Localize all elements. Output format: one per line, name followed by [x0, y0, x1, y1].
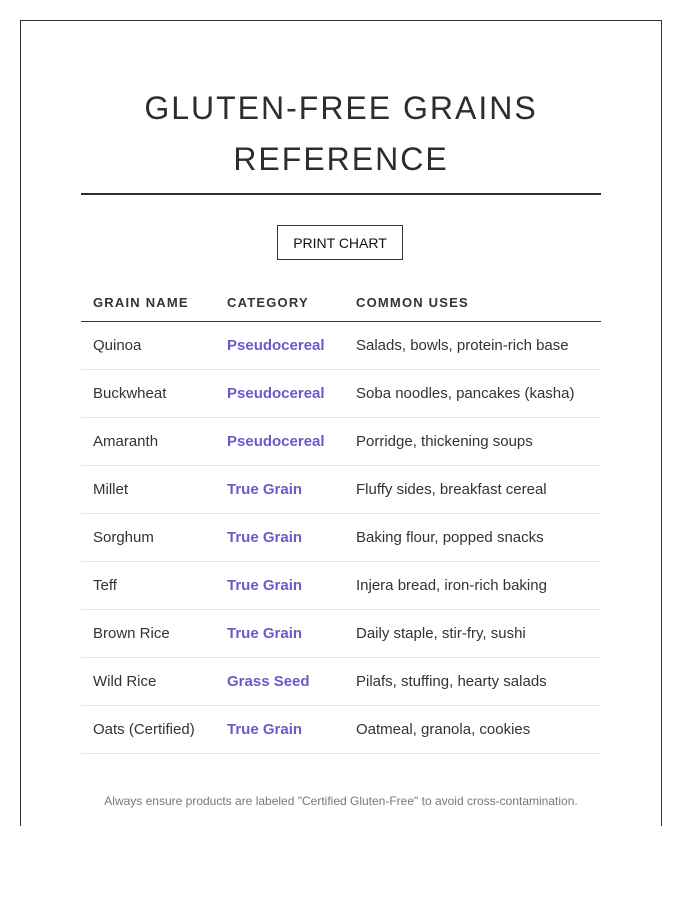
common-uses-cell: Fluffy sides, breakfast cereal [344, 465, 601, 514]
grain-name-cell: Quinoa [81, 321, 215, 370]
column-header-common-uses: COMMON USES [344, 283, 601, 322]
reference-card: GLUTEN-FREE GRAINS REFERENCE PRINT CHART… [20, 20, 662, 826]
category-cell: True Grain [215, 465, 344, 514]
print-chart-button[interactable]: PRINT CHART [277, 225, 403, 260]
grain-name-cell: Teff [81, 561, 215, 610]
grain-name-cell: Amaranth [81, 417, 215, 466]
table-header-row: GRAIN NAME CATEGORY COMMON USES [81, 283, 601, 322]
grain-name-cell: Brown Rice [81, 609, 215, 658]
category-cell: Pseudocereal [215, 369, 344, 418]
grain-name-cell: Buckwheat [81, 369, 215, 418]
table-row: Millet True Grain Fluffy sides, breakfast … [81, 465, 601, 514]
grain-name-cell: Sorghum [81, 513, 215, 562]
table-row: Wild Rice Grass Seed Pilafs, stuffing, hea… [81, 657, 601, 706]
table-row: Brown Rice True Grain Daily staple, stir-f… [81, 609, 601, 658]
category-cell: Pseudocereal [215, 321, 344, 370]
common-uses-cell: Soba noodles, pancakes (kasha) [344, 369, 601, 418]
category-cell: True Grain [215, 705, 344, 754]
grains-table: GRAIN NAME CATEGORY COMMON USES Quinoa Ps… [81, 283, 601, 754]
column-header-grain-name: GRAIN NAME [81, 283, 215, 322]
grain-name-cell: Oats (Certified) [81, 705, 215, 754]
category-cell: True Grain [215, 609, 344, 658]
table-row: Buckwheat Pseudocereal Soba noodles, panca… [81, 369, 601, 418]
common-uses-cell: Salads, bowls, protein-rich base [344, 321, 601, 370]
footer-note: Always ensure products are labeled "Cert… [104, 794, 578, 808]
title-divider [81, 193, 601, 195]
table-row: Sorghum True Grain Baking flour, popped sn… [81, 513, 601, 562]
table-row: Oats (Certified) True Grain Oatmeal, grano… [81, 705, 601, 754]
common-uses-cell: Injera bread, iron-rich baking [344, 561, 601, 610]
page-title: GLUTEN-FREE GRAINS REFERENCE [144, 90, 538, 177]
table-row: Quinoa Pseudocereal Salads, bowls, protein… [81, 321, 601, 370]
common-uses-cell: Daily staple, stir-fry, sushi [344, 609, 601, 658]
grain-name-cell: Wild Rice [81, 657, 215, 706]
grain-name-cell: Millet [81, 465, 215, 514]
category-cell: Grass Seed [215, 657, 344, 706]
common-uses-cell: Baking flour, popped snacks [344, 513, 601, 562]
column-header-category: CATEGORY [215, 283, 344, 322]
page-clip: GLUTEN-FREE GRAINS REFERENCE PRINT CHART… [20, 20, 662, 826]
common-uses-cell: Porridge, thickening soups [344, 417, 601, 466]
table-row: Amaranth Pseudocereal Porridge, thickening… [81, 417, 601, 466]
category-cell: True Grain [215, 561, 344, 610]
table-row: Teff True Grain Injera bread, iron-rich ba… [81, 561, 601, 610]
common-uses-cell: Oatmeal, granola, cookies [344, 705, 601, 754]
category-cell: Pseudocereal [215, 417, 344, 466]
category-cell: True Grain [215, 513, 344, 562]
common-uses-cell: Pilafs, stuffing, hearty salads [344, 657, 601, 706]
